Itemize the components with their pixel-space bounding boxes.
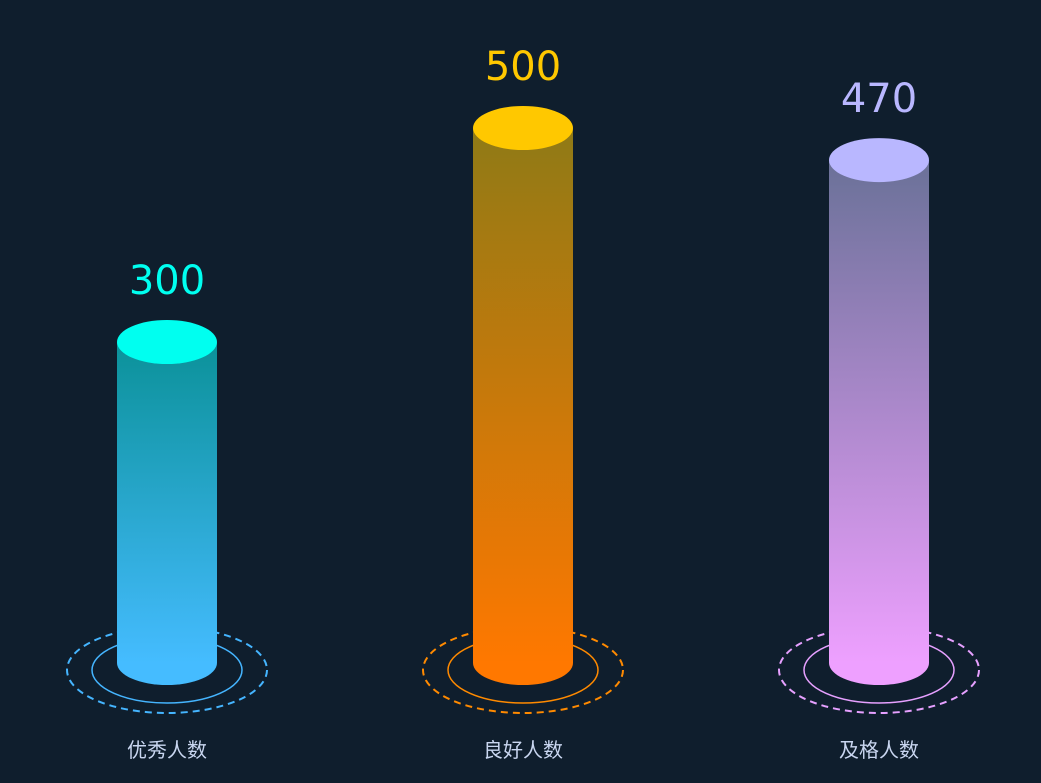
bar-body bbox=[117, 342, 217, 663]
bars bbox=[117, 106, 929, 685]
bar-body bbox=[829, 160, 929, 663]
category-label: 及格人数 bbox=[839, 738, 919, 762]
bar-top-cap bbox=[473, 106, 573, 150]
bar-top-cap bbox=[829, 138, 929, 183]
value-label: 500 bbox=[485, 44, 561, 90]
bar-2 bbox=[473, 106, 573, 685]
bar-top-cap bbox=[117, 320, 217, 364]
labels: 300 优秀人数 500 良好人数 470 及格人数 bbox=[127, 44, 919, 762]
bar-3 bbox=[829, 138, 929, 685]
category-label: 良好人数 bbox=[483, 738, 563, 762]
bar-body bbox=[473, 128, 573, 663]
value-label: 300 bbox=[129, 258, 205, 304]
bar-1 bbox=[117, 320, 217, 685]
category-label: 优秀人数 bbox=[127, 738, 207, 762]
value-label: 470 bbox=[841, 76, 917, 122]
